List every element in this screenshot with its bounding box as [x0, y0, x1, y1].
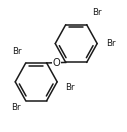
- Text: Br: Br: [65, 83, 74, 92]
- Text: O: O: [52, 58, 60, 68]
- Text: Br: Br: [11, 103, 21, 112]
- Text: Br: Br: [92, 8, 101, 17]
- Text: Br: Br: [12, 47, 22, 56]
- Text: Br: Br: [106, 39, 116, 48]
